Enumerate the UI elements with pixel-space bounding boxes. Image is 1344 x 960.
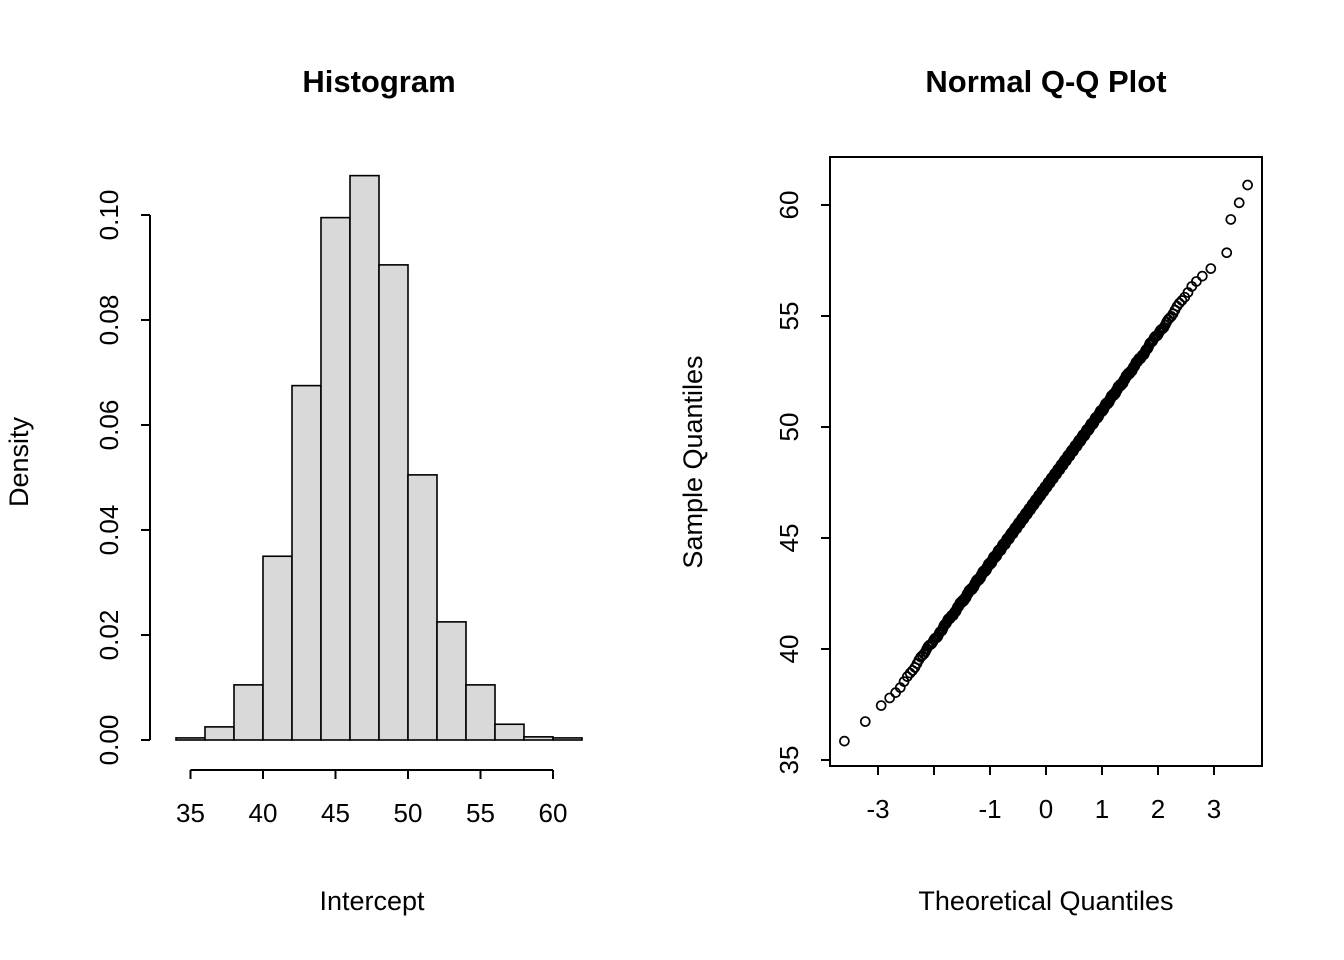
qq-plot-area: -3 -1 0 1 2 3 35 40 45 50 55 60 <box>774 156 1263 824</box>
qq-point <box>1176 295 1188 306</box>
qq-x-tick-label: 1 <box>1095 794 1109 824</box>
qq-point <box>1174 297 1185 309</box>
histogram-yaxis-title: Density <box>4 416 34 507</box>
hist-bar <box>552 737 583 741</box>
qq-y-tick-label: 55 <box>774 302 804 331</box>
hist-y-tick-label: 0.00 <box>94 715 124 766</box>
qq-xaxis-title: Theoretical Quantiles <box>918 886 1173 916</box>
qq-y-tick-label: 45 <box>774 524 804 553</box>
qq-point <box>875 700 887 711</box>
qq-y-tick-label: 40 <box>774 635 804 664</box>
hist-bar <box>494 723 525 741</box>
qq-y-tick-label: 50 <box>774 413 804 442</box>
hist-bar <box>465 684 496 741</box>
hist-bar <box>349 174 380 741</box>
hist-bar <box>378 264 409 741</box>
hist-x-tick-label: 40 <box>249 798 278 828</box>
hist-bar <box>523 736 554 741</box>
qq-point <box>1191 276 1202 287</box>
hist-x-tick-label: 55 <box>466 798 495 828</box>
qq-point <box>884 692 896 704</box>
hist-x-tick-label: 45 <box>321 798 350 828</box>
hist-bar <box>233 684 264 741</box>
histogram-title: Histogram <box>302 64 455 99</box>
qq-point <box>1205 263 1217 274</box>
qq-plot-box <box>829 156 1263 767</box>
qq-y-tick-label: 60 <box>774 191 804 220</box>
hist-bar <box>436 621 467 741</box>
qq-x-tick-label: -1 <box>978 794 1001 824</box>
hist-bar <box>175 737 206 741</box>
hist-y-tick-label: 0.04 <box>94 505 124 556</box>
qq-y-tick-label: 35 <box>774 746 804 775</box>
qq-x-tick-label: 0 <box>1039 794 1053 824</box>
hist-y-tick-label: 0.06 <box>94 400 124 451</box>
qq-x-tick-label: 2 <box>1151 794 1165 824</box>
qq-point <box>839 735 850 747</box>
hist-bar <box>320 216 351 741</box>
hist-y-tick-label: 0.02 <box>94 610 124 661</box>
hist-bar <box>204 726 235 741</box>
hist-bar <box>407 474 438 741</box>
qq-point <box>1196 270 1208 282</box>
histogram-xaxis-title: Intercept <box>319 886 425 916</box>
histogram-plot-area: 35 40 45 50 55 60 0.00 0.02 0.04 0.06 0.08 0.10 <box>94 174 583 828</box>
hist-y-tick-label: 0.08 <box>94 295 124 346</box>
qq-yaxis-title: Sample Quantiles <box>678 355 708 568</box>
qq-x-tick-label: 3 <box>1207 794 1221 824</box>
qq-point <box>1225 214 1237 225</box>
hist-bar <box>291 384 322 741</box>
qq-point <box>1242 179 1253 191</box>
hist-x-tick-label: 60 <box>539 798 568 828</box>
hist-x-tick-label: 35 <box>176 798 205 828</box>
qq-title: Normal Q-Q Plot <box>925 64 1166 99</box>
hist-y-tick-label: 0.10 <box>94 190 124 241</box>
hist-bar <box>262 555 293 741</box>
qq-point <box>1221 247 1233 259</box>
qq-point <box>859 716 871 727</box>
qq-point <box>1233 197 1245 209</box>
hist-x-tick-label: 50 <box>394 798 423 828</box>
qq-x-tick-label: -3 <box>866 794 889 824</box>
